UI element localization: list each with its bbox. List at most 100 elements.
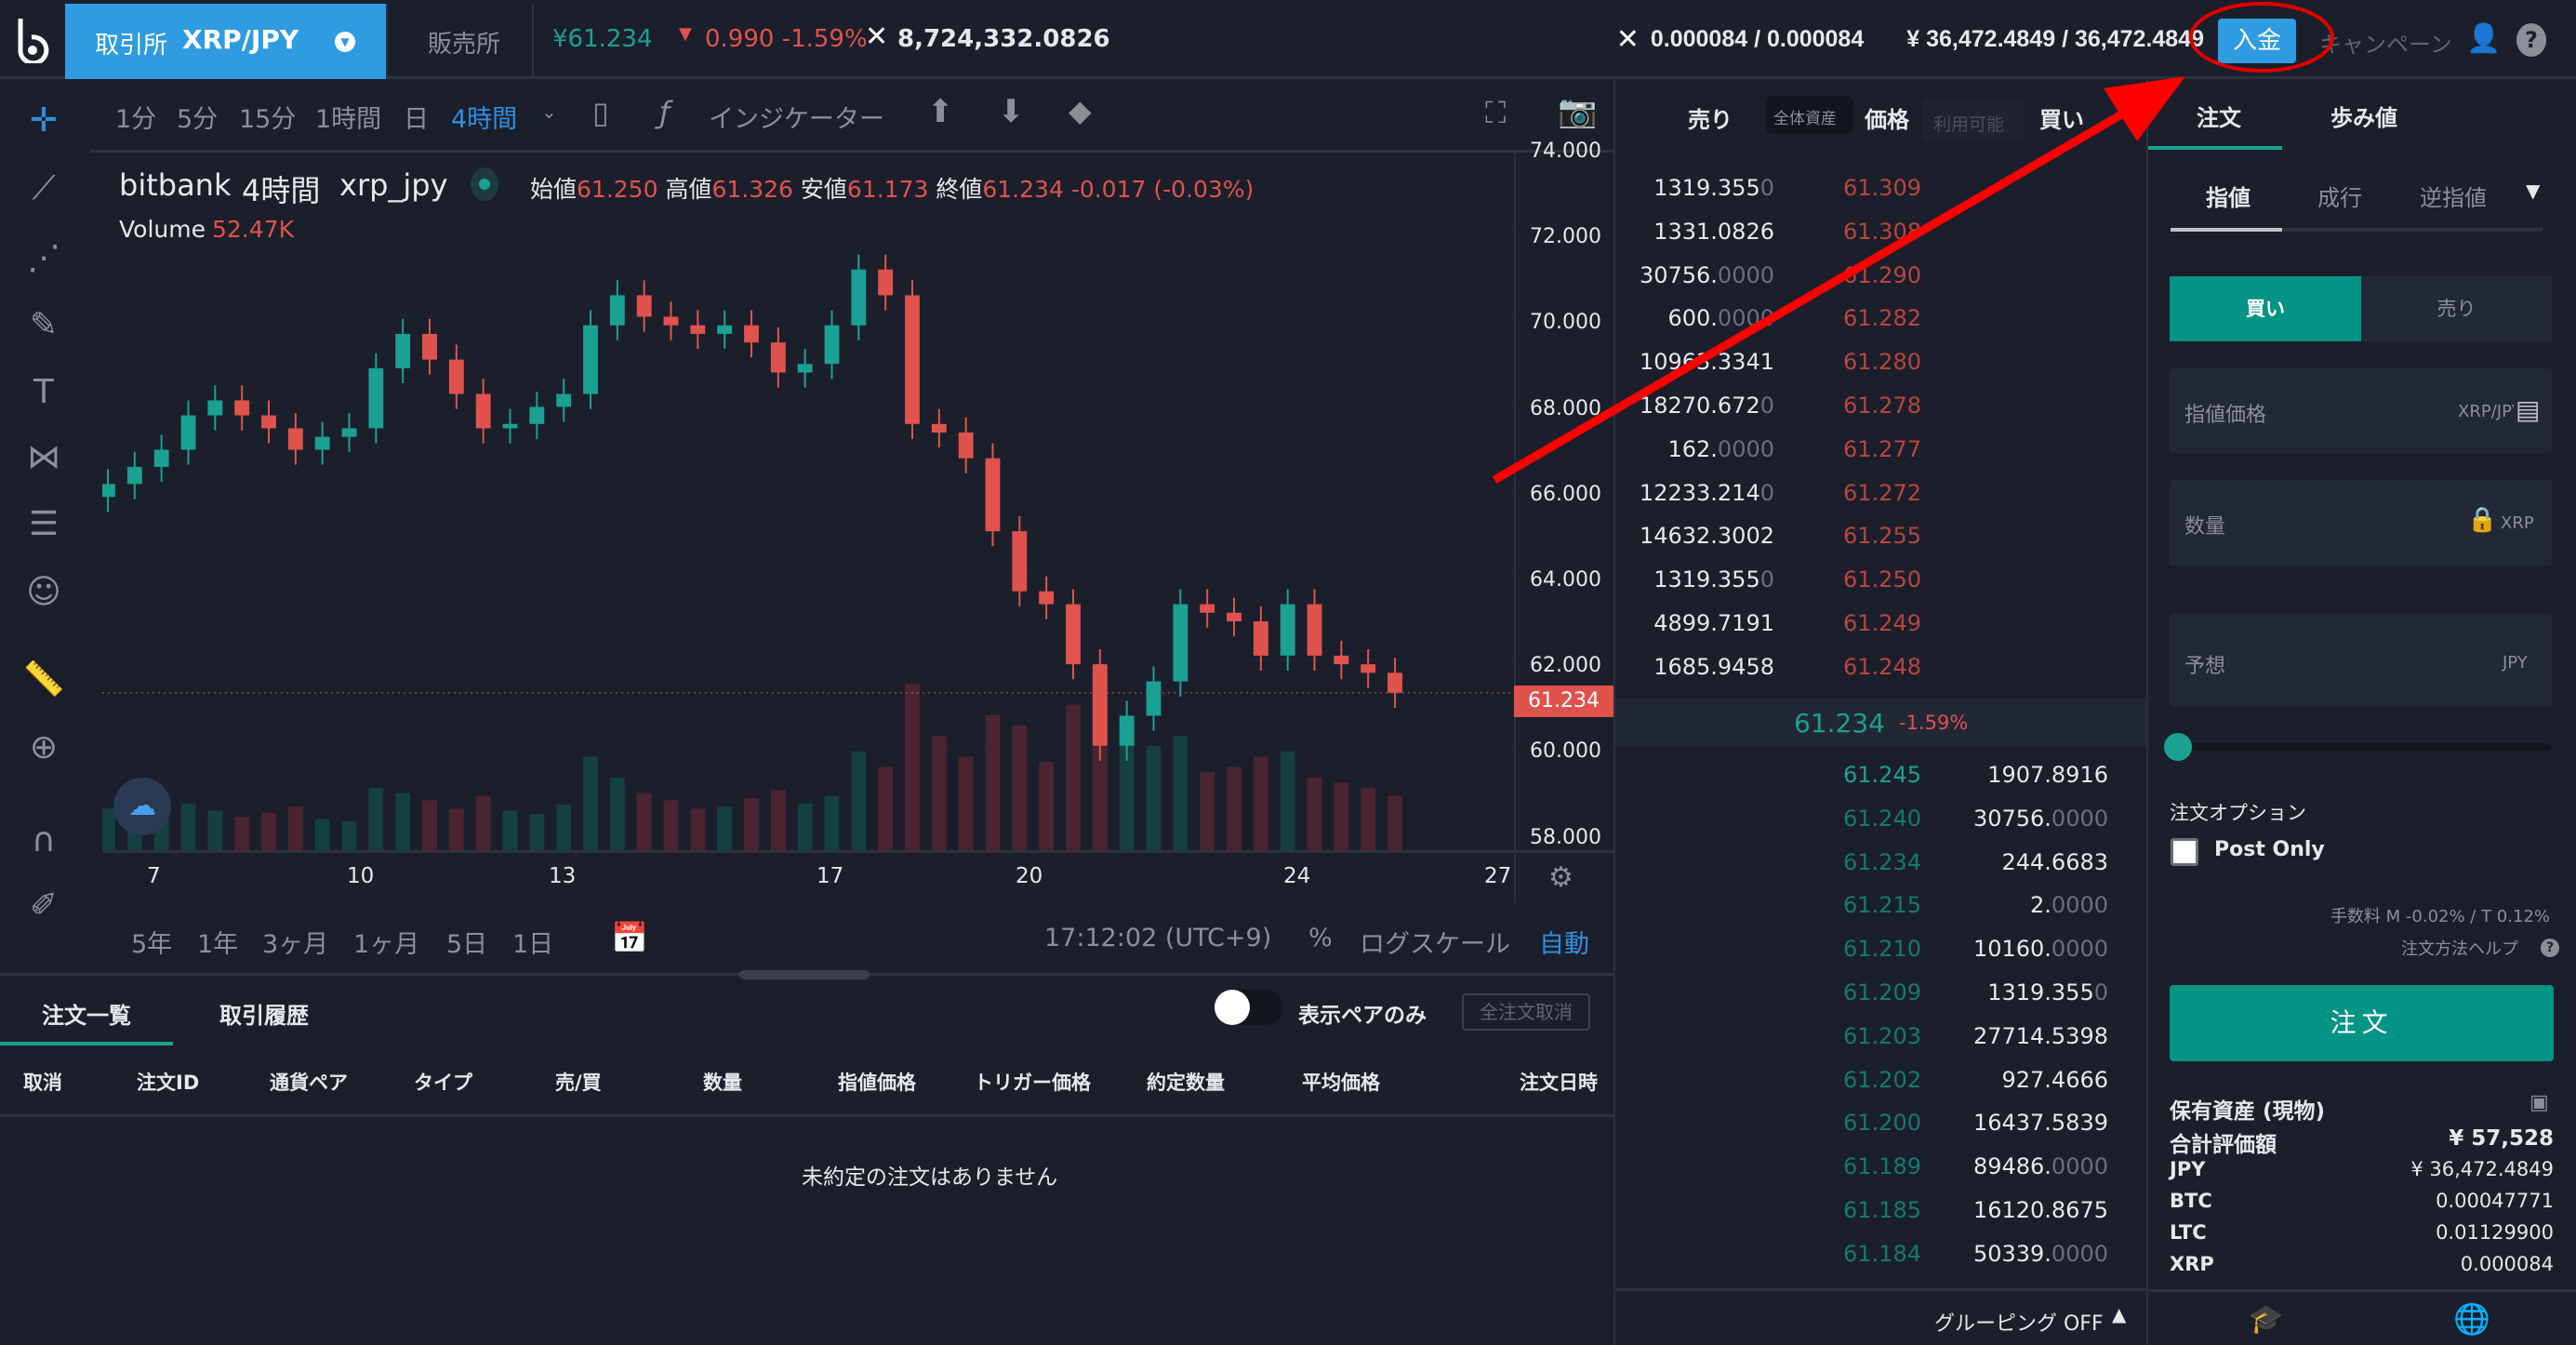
ask-price[interactable]: 61.249: [1843, 610, 1921, 636]
cancel-all-button[interactable]: 全注文取消: [1462, 993, 1590, 1031]
interval-5m[interactable]: 5分: [177, 105, 219, 134]
pair-dropdown-icon[interactable]: ▼: [335, 32, 355, 52]
ask-price[interactable]: 61.248: [1843, 653, 1921, 680]
pattern-icon[interactable]: ⋈: [27, 437, 60, 476]
ask-price[interactable]: 61.280: [1843, 349, 1921, 376]
bid-price[interactable]: 61.189: [1843, 1153, 1921, 1180]
text-icon[interactable]: T: [33, 372, 54, 411]
wallet-icon[interactable]: ▣: [2530, 1091, 2549, 1114]
ask-price[interactable]: 61.255: [1843, 523, 1921, 550]
bid-price[interactable]: 61.209: [1843, 979, 1921, 1005]
indicators-button[interactable]: インジケーター: [709, 105, 884, 134]
slider-handle[interactable]: [2164, 733, 2192, 761]
bid-price[interactable]: 61.234: [1843, 848, 1921, 875]
trendline-icon[interactable]: ⟋: [32, 169, 56, 207]
fullscreen-icon[interactable]: ⛶: [1485, 95, 1507, 130]
prediction-icon[interactable]: ☰: [28, 504, 60, 543]
upload-icon[interactable]: ⬆: [927, 93, 954, 130]
bid-quantity[interactable]: 1319.3550: [1987, 979, 2108, 1005]
type-limit[interactable]: 指値: [2206, 185, 2251, 211]
ask-price[interactable]: 61.290: [1843, 261, 1921, 288]
sell-toggle[interactable]: 売り: [2361, 276, 2552, 341]
type-more-icon[interactable]: ▼: [2526, 180, 2541, 202]
interval-1d[interactable]: 日: [404, 105, 429, 134]
bitbank-logo[interactable]: [11, 17, 52, 66]
type-market[interactable]: 成行: [2317, 185, 2362, 211]
grouping-toggle[interactable]: グルーピング OFF: [1934, 1312, 2104, 1336]
bid-quantity[interactable]: 2.0000: [2030, 892, 2108, 918]
fib-icon[interactable]: ⋰: [27, 238, 60, 277]
available-chip[interactable]: 利用可能: [1922, 100, 2025, 140]
campaign-link[interactable]: キャンペーン: [2319, 32, 2452, 58]
submit-order-button[interactable]: 注文: [2170, 985, 2554, 1061]
range-3m[interactable]: 3ヶ月: [262, 930, 329, 959]
interval-15m[interactable]: 15分: [239, 105, 297, 134]
range-5d[interactable]: 5日: [446, 930, 488, 959]
auto-scale-toggle[interactable]: 自動: [1539, 930, 1589, 959]
range-1y[interactable]: 1年: [197, 930, 239, 959]
retail-tab[interactable]: 販売所: [428, 31, 501, 59]
bid-quantity[interactable]: 244.6683: [2001, 849, 2108, 875]
bid-price[interactable]: 61.240: [1843, 805, 1921, 832]
go-to-date-icon[interactable]: 📅: [611, 920, 648, 955]
bid-price[interactable]: 61.215: [1843, 892, 1921, 919]
bid-quantity[interactable]: 89486.0000: [1973, 1153, 2108, 1179]
download-icon[interactable]: ⬇: [998, 93, 1025, 130]
amount-slider[interactable]: [2164, 733, 2551, 761]
ask-quantity[interactable]: 1685.9458: [1653, 654, 1774, 680]
order-help-link[interactable]: 注文方法ヘルプ: [2401, 939, 2518, 959]
quantity-input[interactable]: 数量 🔒 XRP: [2170, 480, 2552, 566]
bid-price[interactable]: 61.245: [1843, 762, 1921, 788]
ruler-icon[interactable]: 📏: [22, 660, 65, 699]
ask-quantity[interactable]: 4899.7191: [1653, 610, 1774, 636]
ask-price[interactable]: 61.282: [1843, 305, 1921, 332]
tab-trades[interactable]: 歩み値: [2330, 105, 2397, 131]
help-icon[interactable]: ?: [2541, 939, 2559, 957]
ask-quantity[interactable]: 162.0000: [1667, 436, 1774, 462]
percent-toggle[interactable]: %: [1308, 924, 1333, 952]
pair-only-toggle[interactable]: [1215, 990, 1283, 1025]
eraser-icon[interactable]: ◆: [1069, 93, 1092, 128]
candle-style-icon[interactable]: ▯: [592, 95, 609, 130]
bid-quantity[interactable]: 30756.0000: [1973, 806, 2108, 832]
bid-quantity[interactable]: 27714.5398: [1973, 1023, 2108, 1049]
ask-price[interactable]: 61.250: [1843, 566, 1921, 593]
bid-quantity[interactable]: 1907.8916: [1987, 762, 2108, 788]
range-5y[interactable]: 5年: [131, 930, 173, 959]
ask-quantity[interactable]: 1319.3550: [1653, 175, 1774, 201]
ask-quantity[interactable]: 10963.3341: [1640, 349, 1774, 375]
help-icon[interactable]: ?: [2516, 23, 2546, 57]
ask-quantity[interactable]: 600.0000: [1667, 305, 1774, 331]
panel-resize-handle[interactable]: [739, 970, 870, 979]
estimate-input[interactable]: 予想 JPY: [2170, 614, 2552, 707]
interval-1m[interactable]: 1分: [115, 105, 157, 134]
tab-order[interactable]: 注文: [2197, 105, 2241, 131]
bid-quantity[interactable]: 16437.5839: [1973, 1110, 2108, 1136]
zoom-in-icon[interactable]: ⊕: [29, 727, 59, 766]
range-1m[interactable]: 1ヶ月: [353, 930, 420, 959]
post-only-checkbox[interactable]: [2171, 838, 2198, 866]
ask-price[interactable]: 61.309: [1843, 175, 1921, 201]
candlestick-chart[interactable]: [102, 153, 1613, 903]
ask-quantity[interactable]: 1319.3550: [1653, 566, 1774, 593]
bid-quantity[interactable]: 16120.8675: [1973, 1197, 2108, 1223]
ask-quantity[interactable]: 14632.3002: [1640, 523, 1774, 549]
language-globe-icon[interactable]: 🌐: [2453, 1301, 2490, 1337]
magnet-icon[interactable]: ∩: [31, 820, 57, 859]
ask-quantity[interactable]: 30756.0000: [1640, 262, 1774, 288]
lock-drawings-icon[interactable]: ✐: [29, 886, 59, 925]
bid-price[interactable]: 61.202: [1843, 1066, 1921, 1093]
ask-price[interactable]: 61.308: [1843, 218, 1921, 245]
range-1d[interactable]: 1日: [512, 930, 554, 959]
ask-price[interactable]: 61.278: [1843, 393, 1921, 419]
total-assets-chip[interactable]: 全体資産: [1766, 96, 1853, 133]
calculator-icon[interactable]: ▤: [2516, 394, 2541, 425]
ask-price[interactable]: 61.272: [1843, 479, 1921, 506]
ask-quantity[interactable]: 18270.6720: [1640, 393, 1774, 419]
emoji-icon[interactable]: ☺: [26, 572, 61, 611]
tab-trade-history[interactable]: 取引履歴: [219, 1003, 309, 1029]
deposit-button[interactable]: 入金: [2218, 19, 2296, 63]
bid-price[interactable]: 61.203: [1843, 1022, 1921, 1049]
interval-1h[interactable]: 1時間: [315, 105, 382, 134]
tab-open-orders[interactable]: 注文一覧: [42, 1003, 131, 1029]
